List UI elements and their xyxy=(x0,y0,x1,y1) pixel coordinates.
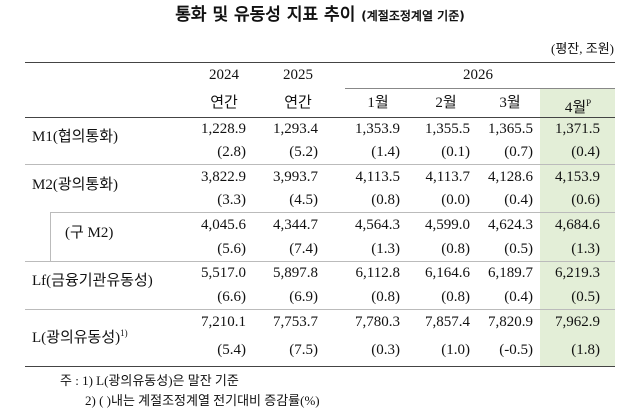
change: (4.5) xyxy=(289,192,318,208)
year-header: 2025 xyxy=(283,67,313,83)
row-label: M1(협의통화) xyxy=(32,128,119,145)
row-label: (구 M2) xyxy=(65,225,114,241)
change: (6.9) xyxy=(289,289,318,305)
value: 1,293.4 xyxy=(273,121,318,137)
period-marker: P xyxy=(586,98,592,108)
change: (0.4) xyxy=(571,144,600,160)
change: (2.8) xyxy=(217,144,246,160)
row-note: 1) xyxy=(120,328,128,338)
period-header: 3월 xyxy=(499,95,521,111)
rule xyxy=(345,88,615,89)
subtitle: (계절조정계열 기준) xyxy=(361,9,465,23)
note-1: 주 : 1) L(광의유동성)은 말잔 기준 xyxy=(60,372,239,390)
value: 6,164.6 xyxy=(425,265,470,281)
value: 4,113.5 xyxy=(355,169,400,185)
value: 1,365.5 xyxy=(488,121,533,137)
period-header: 1월 xyxy=(367,95,389,111)
period-header: 2월 xyxy=(435,95,457,111)
separator xyxy=(25,164,615,165)
change: (0.8) xyxy=(371,192,400,208)
value: 4,128.6 xyxy=(488,169,533,185)
value: 4,624.3 xyxy=(488,217,533,233)
separator xyxy=(50,212,615,213)
change: (5.6) xyxy=(217,241,246,257)
row-label: Lf(금융기관유동성) xyxy=(32,273,153,289)
value: 4,045.6 xyxy=(201,217,246,233)
change: (0.5) xyxy=(504,241,533,257)
period-header: 연간 xyxy=(284,95,312,111)
year-header: 2024 xyxy=(209,67,239,83)
rule xyxy=(25,117,615,118)
change: (5.2) xyxy=(289,144,318,160)
change: (0.0) xyxy=(441,192,470,208)
note-2: 2) ( )내는 계절조정계열 전기대비 증감률(%) xyxy=(85,393,320,408)
row-label: M2(광의통화) xyxy=(32,176,119,193)
change: (-0.5) xyxy=(499,342,533,358)
change: (0.8) xyxy=(371,289,400,305)
change: (1.0) xyxy=(441,342,470,358)
period-header: 4월P xyxy=(564,98,592,116)
value: 7,962.9 xyxy=(555,314,600,330)
note: 1) L(광의유동성)은 말잔 기준 xyxy=(82,373,239,388)
value: 7,820.9 xyxy=(488,314,533,330)
rule xyxy=(25,366,615,367)
value: 7,780.3 xyxy=(355,314,400,330)
period-header: 연간 xyxy=(210,95,238,111)
change: (0.3) xyxy=(371,342,400,358)
change: (1.3) xyxy=(371,241,400,257)
change: (1.8) xyxy=(571,342,600,358)
row-label: L(광의유동성)1) xyxy=(32,328,128,346)
value: 6,219.3 xyxy=(555,265,600,281)
value: 3,993.7 xyxy=(273,169,318,185)
change: (0.7) xyxy=(504,144,533,160)
value: 7,753.7 xyxy=(273,314,318,330)
separator xyxy=(25,309,615,310)
value: 1,353.9 xyxy=(355,121,400,137)
separator xyxy=(25,261,615,262)
title-line: 통화 및 유동성 지표 추이 (계절조정계열 기준) xyxy=(175,6,464,25)
change: (0.4) xyxy=(504,289,533,305)
value: 5,517.0 xyxy=(201,265,246,281)
change: (1.3) xyxy=(571,241,600,257)
value: 4,344.7 xyxy=(273,217,318,233)
value: 1,355.5 xyxy=(425,121,470,137)
change: (5.4) xyxy=(217,342,246,358)
change: (1.4) xyxy=(371,144,400,160)
value: 4,113.7 xyxy=(425,169,470,185)
value: 7,210.1 xyxy=(201,314,246,330)
rule xyxy=(25,62,615,63)
value: 4,599.0 xyxy=(425,217,470,233)
value: 4,564.3 xyxy=(355,217,400,233)
change: (3.3) xyxy=(217,192,246,208)
change: (0.5) xyxy=(571,289,600,305)
highlight-column xyxy=(540,88,615,366)
separator xyxy=(50,212,51,261)
value: 1,228.9 xyxy=(201,121,246,137)
change: (0.1) xyxy=(441,144,470,160)
change: (7.4) xyxy=(289,241,318,257)
change: (0.4) xyxy=(504,192,533,208)
value: 4,153.9 xyxy=(555,169,600,185)
value: 1,371.5 xyxy=(555,121,600,137)
value: 5,897.8 xyxy=(273,265,318,281)
value: 6,189.7 xyxy=(488,265,533,281)
title: 통화 및 유동성 지표 추이 xyxy=(175,5,356,25)
change: (7.5) xyxy=(289,342,318,358)
unit: (평잔, 조원) xyxy=(551,41,614,56)
year-header: 2026 xyxy=(463,67,493,83)
change: (0.8) xyxy=(441,241,470,257)
value: 6,112.8 xyxy=(355,265,400,281)
change: (6.6) xyxy=(217,289,246,305)
change: (0.8) xyxy=(441,289,470,305)
note-prefix: 주 : xyxy=(60,373,79,388)
value: 3,822.9 xyxy=(201,169,246,185)
value: 7,857.4 xyxy=(425,314,470,330)
value: 4,684.6 xyxy=(555,217,600,233)
change: (0.6) xyxy=(571,192,600,208)
